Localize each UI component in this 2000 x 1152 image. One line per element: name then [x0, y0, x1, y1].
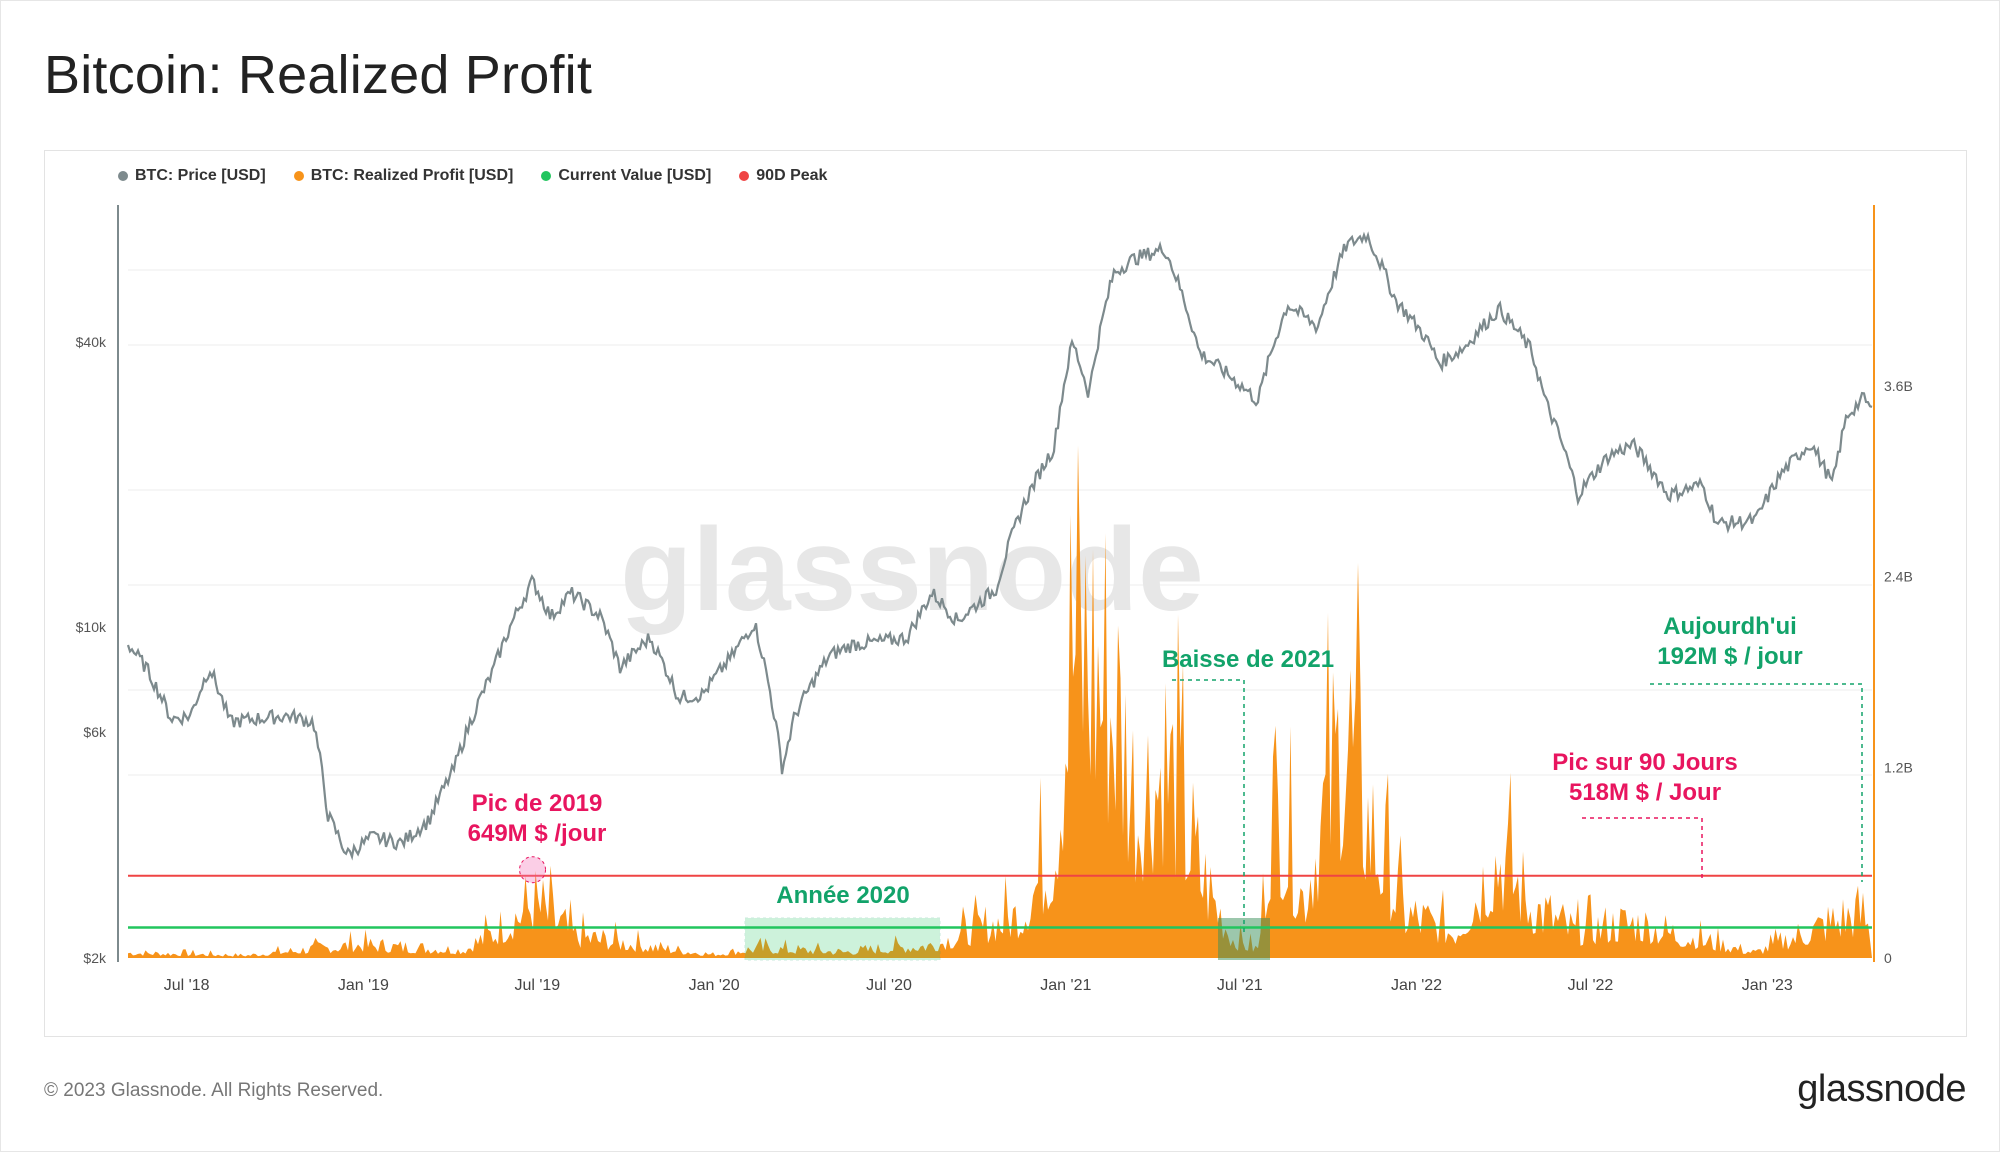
legend-dot-realized-profit [293, 171, 304, 181]
legend-item-current-value[interactable]: Current Value [USD] [541, 167, 711, 185]
y-left-tick-label-0: $2k [83, 950, 107, 966]
y-right-tick-label-1: 1.2B [1884, 759, 1913, 775]
annotation-3-line-1: 192M $ / jour [1657, 643, 1802, 670]
legend-dot-price [118, 171, 128, 181]
legend-label-realized-profit: BTC: Realized Profit [USD] [310, 167, 514, 184]
annotation-0-line-1: 649M $ /jour [468, 820, 607, 847]
legend-label-price: BTC: Price [USD] [135, 167, 266, 184]
x-tick-label-9: Jan '23 [1742, 977, 1793, 994]
legend-label-current-value: Current Value [USD] [558, 167, 712, 184]
x-tick-label-1: Jan '19 [338, 977, 389, 994]
annotation-1-line-0: Année 2020 [776, 882, 909, 909]
legend-label-90d-peak: 90D Peak [756, 167, 828, 184]
x-tick-label-6: Jul '21 [1217, 977, 1263, 994]
y-right-tick-label-0: 0 [1884, 950, 1892, 966]
annotation-2-line-0: Baisse de 2021 [1162, 646, 1334, 673]
y-left-tick-label-2: $10k [76, 619, 107, 635]
y-left-tick-label-3: $40k [76, 334, 107, 350]
aujourdhui-guide [1650, 683, 1863, 882]
annotation-4-line-0: Pic sur 90 Jours [1552, 749, 1737, 776]
highlight-2021-dip-box [1218, 918, 1270, 960]
x-tick-label-7: Jan '22 [1391, 977, 1442, 994]
y-right-tick-label-2: 2.4B [1884, 569, 1913, 585]
y-left-tick-label-1: $6k [83, 724, 107, 740]
legend-item-90d-peak[interactable]: 90D Peak [739, 167, 827, 185]
x-tick-label-0: Jul '18 [164, 977, 210, 994]
legend-dot-current-value [541, 171, 552, 181]
legend-item-realized-profit[interactable]: BTC: Realized Profit [USD] [293, 167, 514, 185]
brand-logo: glassnode [1797, 1068, 1966, 1110]
annotation-0-line-0: Pic de 2019 [472, 790, 603, 817]
baisse-2021-guide [1172, 679, 1245, 935]
highlight-2020-box [744, 917, 941, 961]
pic-90-jours-guide [1582, 817, 1703, 882]
peak-2019-marker [519, 856, 547, 884]
chart-legend: BTC: Price [USD] BTC: Realized Profit [U… [118, 167, 827, 185]
x-tick-label-5: Jan '21 [1040, 977, 1091, 994]
price-line [126, 231, 1873, 861]
y-right-tick-label-3: 3.6B [1884, 378, 1913, 394]
copyright-text: © 2023 Glassnode. All Rights Reserved. [44, 1080, 384, 1101]
x-tick-label-2: Jul '19 [514, 977, 560, 994]
x-tick-label-4: Jul '20 [866, 977, 912, 994]
legend-dot-90d-peak [739, 171, 750, 181]
watermark-text: glassnode [620, 504, 1204, 636]
x-tick-label-8: Jul '22 [1568, 977, 1614, 994]
x-tick-label-3: Jan '20 [689, 977, 740, 994]
annotation-4-line-1: 518M $ / Jour [1569, 779, 1721, 806]
annotation-3-line-0: Aujourdh'ui [1663, 613, 1797, 640]
legend-item-price[interactable]: BTC: Price [USD] [118, 167, 266, 185]
page-title: Bitcoin: Realized Profit [44, 45, 593, 105]
